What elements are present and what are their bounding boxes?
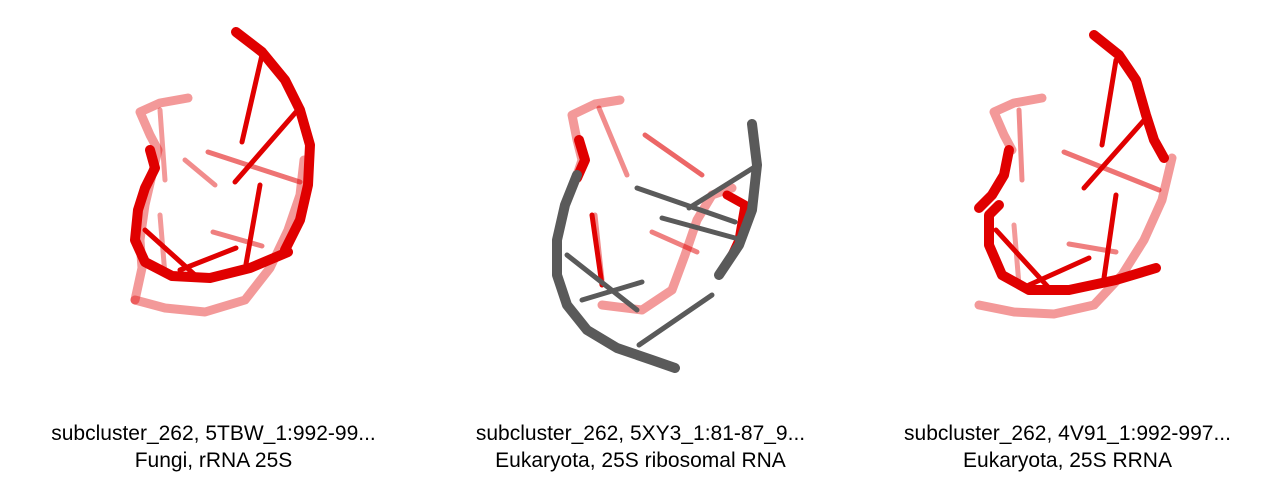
rna-structure-image-1 [130, 27, 315, 317]
panel-title: subcluster_262, 5XY3_1:81-87_9... [475, 422, 806, 445]
panel-title: subcluster_262, 4V91_1:992-997... [904, 422, 1231, 445]
panel-subtitle: Eukaryota, 25S RRNA [963, 449, 1172, 472]
rna-structure-image-2 [552, 95, 762, 373]
panel-subtitle: Eukaryota, 25S ribosomal RNA [495, 449, 786, 472]
structure-panel-2: subcluster_262, 5XY3_1:81-87_9... Eukary… [427, 0, 854, 480]
panel-subtitle: Fungi, rRNA 25S [134, 449, 293, 472]
structure-panel-3: subcluster_262, 4V91_1:992-997... Eukary… [854, 0, 1280, 480]
structure-panel-1: subcluster_262, 5TBW_1:992-99... Fungi, … [0, 0, 427, 480]
rna-structure-image-3 [974, 30, 1177, 319]
panel-caption-3: subcluster_262, 4V91_1:992-997... Eukary… [854, 420, 1280, 474]
panel-caption-1: subcluster_262, 5TBW_1:992-99... Fungi, … [0, 420, 427, 474]
panel-caption-2: subcluster_262, 5XY3_1:81-87_9... Eukary… [427, 420, 854, 474]
panel-title: subcluster_262, 5TBW_1:992-99... [51, 422, 376, 445]
